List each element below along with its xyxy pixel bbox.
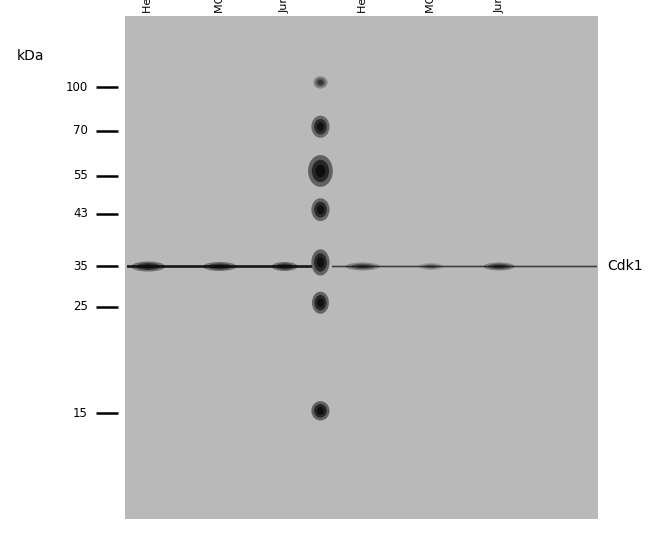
Text: Jurkat red.: Jurkat red.: [280, 0, 290, 13]
Ellipse shape: [356, 265, 369, 268]
Ellipse shape: [346, 263, 380, 271]
Text: 43: 43: [73, 207, 88, 220]
Ellipse shape: [313, 76, 328, 89]
Bar: [127, 266, 312, 267]
Text: 55: 55: [73, 170, 88, 182]
Ellipse shape: [311, 116, 330, 137]
Bar: [127, 265, 312, 268]
Text: 70: 70: [73, 124, 88, 137]
Ellipse shape: [136, 263, 160, 270]
Ellipse shape: [317, 123, 324, 131]
Text: 25: 25: [73, 300, 88, 313]
Text: MOLT-4 red.: MOLT-4 red.: [214, 0, 225, 13]
Ellipse shape: [314, 119, 327, 134]
Ellipse shape: [315, 165, 326, 177]
Ellipse shape: [142, 264, 155, 269]
Bar: [125, 16, 598, 519]
Text: 15: 15: [73, 407, 88, 420]
Ellipse shape: [484, 263, 515, 271]
Ellipse shape: [351, 264, 374, 269]
Ellipse shape: [314, 404, 327, 418]
Ellipse shape: [203, 262, 237, 271]
Ellipse shape: [317, 299, 324, 307]
Ellipse shape: [311, 198, 330, 221]
Ellipse shape: [312, 160, 329, 182]
Bar: [332, 265, 597, 268]
Ellipse shape: [317, 407, 324, 415]
Ellipse shape: [314, 253, 327, 272]
Ellipse shape: [308, 155, 333, 187]
Ellipse shape: [318, 80, 323, 85]
Ellipse shape: [312, 292, 329, 314]
Ellipse shape: [426, 265, 436, 268]
Ellipse shape: [422, 264, 439, 269]
Ellipse shape: [131, 262, 165, 272]
Text: 35: 35: [73, 260, 88, 273]
Ellipse shape: [208, 263, 231, 270]
Ellipse shape: [272, 262, 298, 271]
Ellipse shape: [311, 401, 330, 421]
Text: HeLa non-red.: HeLa non-red.: [358, 0, 368, 13]
Text: kDa: kDa: [16, 49, 44, 63]
Text: Cdk1: Cdk1: [608, 259, 644, 273]
Ellipse shape: [493, 265, 506, 268]
Ellipse shape: [314, 202, 327, 218]
Ellipse shape: [276, 263, 294, 270]
Ellipse shape: [315, 78, 326, 87]
Bar: [127, 264, 312, 269]
Text: 100: 100: [66, 81, 88, 94]
Ellipse shape: [317, 205, 324, 214]
Ellipse shape: [315, 295, 326, 310]
Ellipse shape: [311, 249, 330, 276]
Ellipse shape: [213, 265, 226, 269]
Bar: [332, 266, 597, 267]
Ellipse shape: [280, 265, 290, 269]
Text: HeLa red.: HeLa red.: [143, 0, 153, 13]
Text: MOLT-4 non-red.: MOLT-4 non-red.: [426, 0, 436, 13]
Ellipse shape: [488, 264, 510, 269]
Bar: [332, 265, 597, 268]
Text: Jurkat non-red.: Jurkat non-red.: [494, 0, 504, 13]
Ellipse shape: [317, 257, 324, 268]
Ellipse shape: [419, 263, 443, 270]
